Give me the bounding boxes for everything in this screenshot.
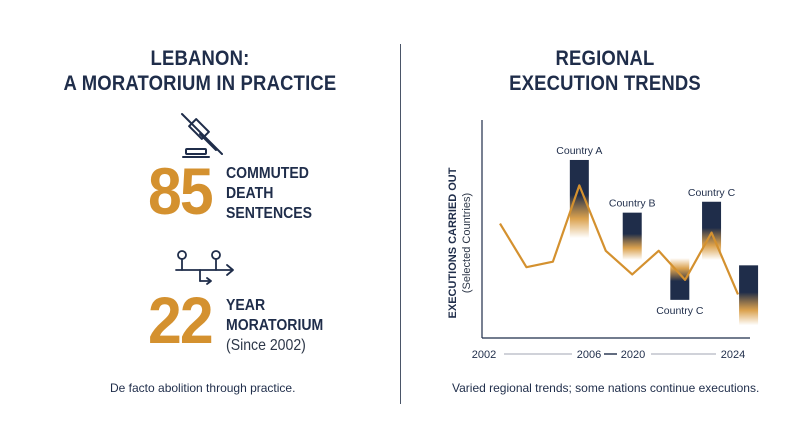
moratorium-label-line3: (Since 2002) — [226, 337, 306, 354]
y-axis-label: EXECUTIONS CARRIED OUT — [447, 167, 459, 318]
x-tick-label-4: 2024 — [721, 349, 745, 361]
commuted-label-line2: DEATH — [226, 185, 274, 202]
left-heading-line2: A MORATORIUM IN PRACTICE — [63, 72, 337, 95]
x-ticks-layer: 2002 2006 2020 2024 — [472, 349, 745, 361]
gavel-crossed-out-icon — [181, 113, 223, 158]
moratorium-years: 22 — [148, 283, 214, 357]
right-caption: Varied regional trends; some nations con… — [452, 381, 760, 395]
moratorium-label-line1: YEAR — [226, 297, 266, 314]
commuted-label: COMMUTED DEATH SENTENCES — [226, 164, 312, 224]
right-heading-line2: EXECUTION TRENDS — [509, 72, 701, 95]
y-axis-title: EXECUTIONS CARRIED OUT (Selected Countri… — [447, 167, 473, 318]
right-heading-line1: REGIONAL — [555, 47, 655, 70]
commuted-count: 85 — [148, 154, 214, 228]
moratorium-label: YEAR MORATORIUM (Since 2002) — [226, 296, 323, 356]
bar-2 — [622, 212, 642, 260]
x-tick-label-3: 2020 — [621, 349, 645, 361]
left-caption: De facto abolition through practice. — [110, 381, 296, 395]
bars-layer — [569, 159, 759, 326]
bar-1 — [569, 159, 589, 239]
commuted-label-line3: SENTENCES — [226, 205, 313, 222]
moratorium-label-line2: MORATORIUM — [226, 317, 324, 334]
panel-divider — [400, 44, 401, 404]
left-heading: LEBANON: A MORATORIUM IN PRACTICE — [59, 46, 341, 96]
bar-labels-layer: Country A Country B Country C Country C — [556, 145, 735, 317]
timeline-branch-icon — [175, 250, 234, 285]
left-heading-line1: LEBANON: — [150, 47, 250, 70]
bar-label-1: Country A — [556, 145, 602, 157]
bar-4 — [702, 201, 722, 260]
commuted-label-line1: COMMUTED — [226, 165, 309, 182]
y-axis-sublabel: (Selected Countries) — [461, 193, 473, 293]
bar-label-4: Country C — [688, 187, 736, 199]
bar-5 — [739, 265, 759, 326]
x-tick-label-2: 2006 — [577, 349, 601, 361]
line-layer — [499, 184, 740, 295]
x-tick-label-1: 2002 — [472, 349, 496, 361]
bar-label-3: Country C — [656, 305, 704, 317]
bar-label-2: Country B — [609, 198, 656, 210]
execution-trends-chart: EXECUTIONS CARRIED OUT (Selected Countri… — [447, 120, 759, 361]
series-line — [499, 184, 740, 295]
right-heading: REGIONAL EXECUTION TRENDS — [460, 46, 750, 96]
